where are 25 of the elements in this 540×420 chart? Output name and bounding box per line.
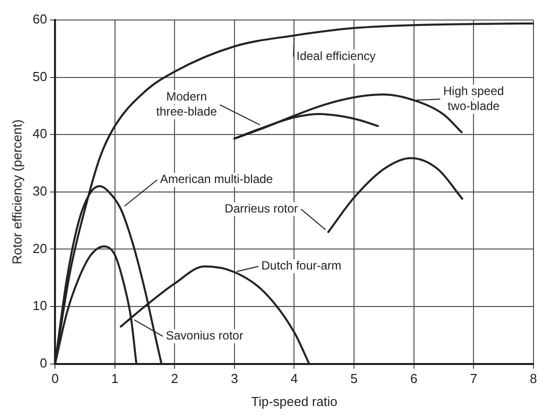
x-tick-label: 2 [171, 371, 178, 386]
y-tick-label: 60 [32, 12, 48, 27]
x-axis-title: Tip-speed ratio [251, 394, 338, 409]
x-tick-label: 4 [290, 371, 298, 386]
x-tick-label: 0 [51, 371, 59, 386]
text: Darrieus rotor [224, 201, 298, 216]
legend-label: Savonius rotor [166, 328, 244, 343]
x-tick-label: 5 [350, 371, 358, 386]
legend-label: Dutch four-arm [261, 258, 342, 273]
y-tick-label: 30 [32, 183, 48, 198]
y-tick-label: 0 [40, 355, 48, 370]
x-tick-label: 1 [111, 371, 118, 386]
y-axis-title: Rotor efficiency (percent) [9, 119, 24, 264]
legend-label: High speed two-blade [443, 84, 504, 113]
y-tick-label: 10 [32, 298, 48, 314]
x-tick-label: 8 [530, 371, 537, 386]
y-tick-label: 20 [32, 240, 48, 256]
x-tick-label: 7 [470, 371, 478, 386]
x-tick-label: 6 [410, 371, 418, 386]
series-label: Ideal efficiency [296, 48, 376, 63]
y-tick-label: 50 [32, 68, 48, 84]
text: American multi-blade [160, 172, 274, 186]
x-tick-label: 3 [230, 371, 238, 386]
y-tick-label: 40 [32, 126, 48, 142]
text: Modern three-blade [156, 90, 218, 119]
